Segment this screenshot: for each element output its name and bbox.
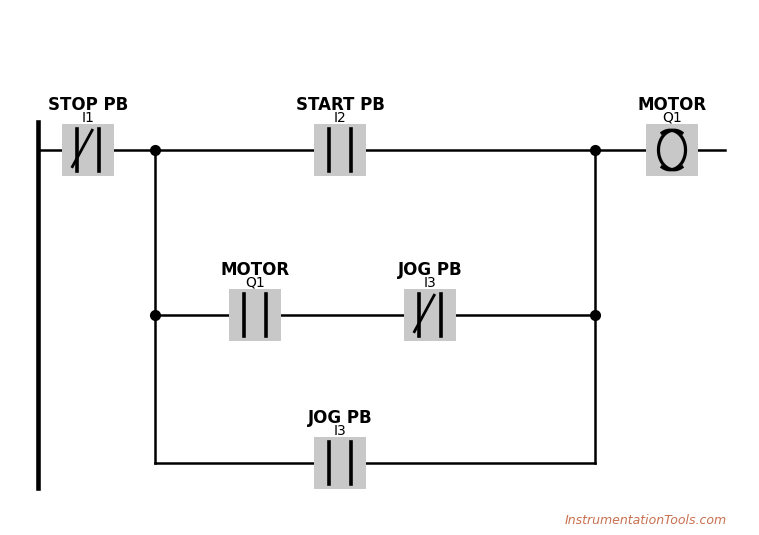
Text: START PB: START PB: [295, 96, 385, 114]
FancyBboxPatch shape: [314, 437, 366, 489]
Text: InstrumentationTools.com: InstrumentationTools.com: [565, 514, 727, 527]
FancyBboxPatch shape: [404, 289, 456, 341]
Text: JOG PB: JOG PB: [398, 261, 462, 279]
Text: Q1: Q1: [662, 111, 682, 125]
Text: I1: I1: [81, 111, 94, 125]
FancyBboxPatch shape: [229, 289, 281, 341]
Text: I3: I3: [424, 276, 436, 290]
FancyBboxPatch shape: [314, 124, 366, 176]
Text: STOP PB: STOP PB: [48, 96, 128, 114]
Text: I2: I2: [334, 111, 346, 125]
Text: JOG PB: JOG PB: [307, 409, 373, 427]
Text: MOTOR: MOTOR: [638, 96, 707, 114]
Text: MOTOR: MOTOR: [220, 261, 290, 279]
Text: I3: I3: [334, 424, 346, 438]
Text: Q1: Q1: [245, 276, 265, 290]
FancyBboxPatch shape: [62, 124, 114, 176]
FancyBboxPatch shape: [646, 124, 698, 176]
